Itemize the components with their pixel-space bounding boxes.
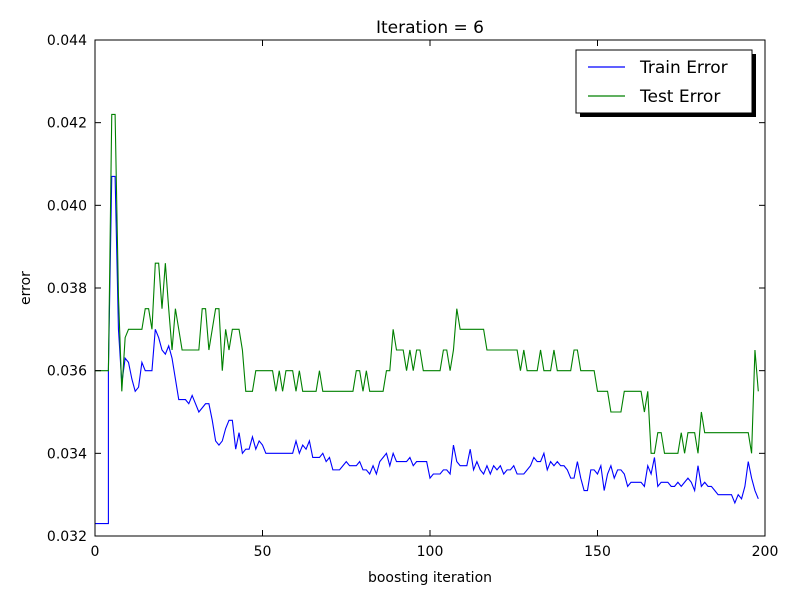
series-line-test-error xyxy=(95,113,759,454)
x-tick-label: 0 xyxy=(91,544,100,560)
y-tick-label: 0.042 xyxy=(47,116,87,132)
series-line-train-error xyxy=(95,175,759,525)
x-tick-label: 50 xyxy=(254,544,272,560)
y-tick-label: 0.032 xyxy=(47,529,87,545)
x-axis-label: boosting iteration xyxy=(368,570,492,586)
y-tick-label: 0.034 xyxy=(47,446,87,462)
x-tick-label: 200 xyxy=(752,544,779,560)
plot-area xyxy=(95,113,759,525)
legend-label-test-error: Test Error xyxy=(639,87,720,107)
legend: Train Error Test Error xyxy=(575,49,756,117)
chart-title: Iteration = 6 xyxy=(376,18,484,38)
y-tick-label: 0.038 xyxy=(47,281,87,297)
axis-ticks: 0 50 100 150 200 0.032 0.034 0.036 0.038 0.040 0.0… xyxy=(47,33,778,560)
legend-label-train-error: Train Error xyxy=(639,58,728,78)
x-tick-label: 150 xyxy=(584,544,611,560)
y-tick-label: 0.036 xyxy=(47,364,87,380)
y-tick-label: 0.040 xyxy=(47,198,87,214)
x-tick-label: 100 xyxy=(417,544,444,560)
y-axis-label: error xyxy=(18,271,34,305)
y-tick-label: 0.044 xyxy=(47,33,87,49)
legend-box xyxy=(575,49,753,114)
